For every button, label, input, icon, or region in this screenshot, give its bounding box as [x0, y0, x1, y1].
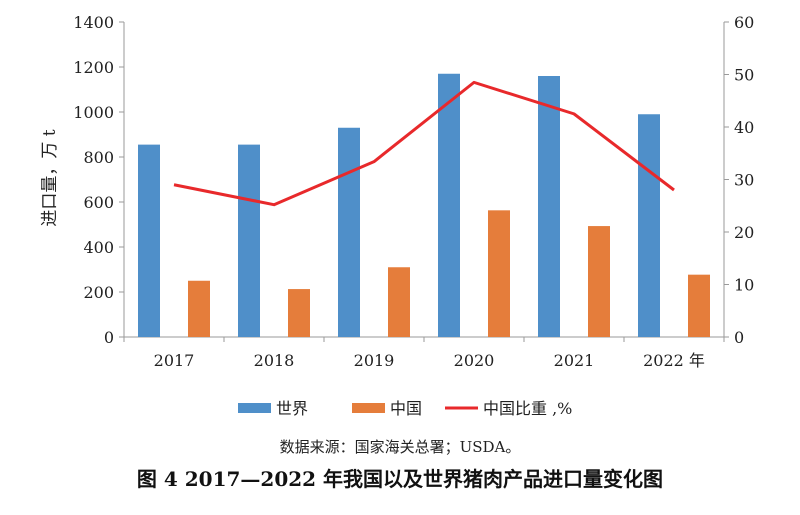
- left-tick-label: 0: [104, 328, 114, 347]
- legend-swatch-world: [238, 403, 271, 413]
- left-tick-label: 800: [83, 148, 114, 167]
- bar-china: [588, 226, 610, 337]
- left-tick-label: 400: [83, 238, 114, 257]
- legend-label-china-share: 中国比重 ,%: [483, 399, 572, 418]
- x-category-label: 2022 年: [643, 351, 705, 370]
- left-tick-label: 600: [83, 193, 114, 212]
- bars-layer: [138, 74, 710, 337]
- right-tick-label: 10: [734, 276, 754, 295]
- right-tick-label: 30: [734, 171, 754, 190]
- source-note: 数据来源：国家海关总署；USDA。: [280, 438, 521, 456]
- legend-label-china: 中国: [390, 399, 422, 418]
- bar-china: [488, 210, 510, 337]
- left-tick-label: 200: [83, 283, 114, 302]
- right-tick-label: 0: [734, 328, 744, 347]
- right-tick-label: 50: [734, 66, 754, 85]
- right-tick-label: 20: [734, 223, 754, 242]
- right-tick-label: 40: [734, 118, 754, 137]
- bar-china: [388, 267, 410, 337]
- bar-world: [438, 74, 460, 337]
- x-category-label: 2019: [354, 351, 395, 370]
- legend-label-world: 世界: [276, 399, 308, 418]
- left-tick-label: 1000: [73, 103, 114, 122]
- axes-layer: [119, 22, 729, 342]
- x-category-label: 2018: [254, 351, 295, 370]
- bar-world: [638, 114, 660, 337]
- bar-china: [188, 281, 210, 337]
- right-tick-label: 60: [734, 13, 754, 32]
- x-category-label: 2021: [554, 351, 595, 370]
- bar-world: [138, 145, 160, 337]
- legend: 世界 中国 中国比重 ,%: [238, 399, 572, 418]
- bar-world: [538, 76, 560, 337]
- y-axis-title: 进口量，万 t: [40, 129, 60, 226]
- legend-swatch-china: [352, 403, 385, 413]
- left-tick-label: 1200: [73, 58, 114, 77]
- bar-china: [688, 275, 710, 337]
- x-category-label: 2020: [454, 351, 495, 370]
- bar-china: [288, 289, 310, 337]
- figure-caption: 图 4 2017—2022 年我国以及世界猪肉产品进口量变化图: [137, 467, 663, 491]
- left-tick-label: 1400: [73, 13, 114, 32]
- bar-world: [338, 128, 360, 337]
- bar-world: [238, 145, 260, 337]
- x-category-label: 2017: [154, 351, 195, 370]
